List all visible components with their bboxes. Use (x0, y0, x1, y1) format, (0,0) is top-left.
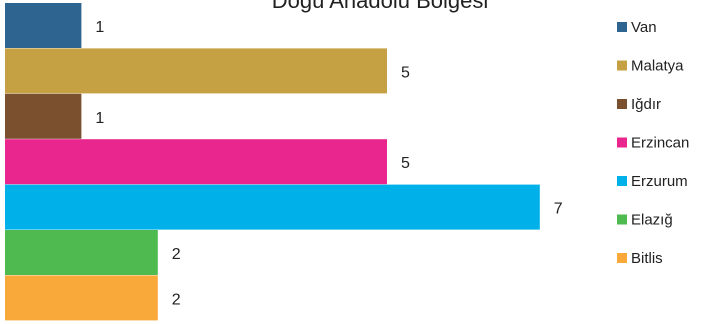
bar-Van (5, 3, 82, 48)
bar-Erzincan (5, 139, 387, 185)
legend-swatch-Erzurum (617, 176, 627, 186)
data-label-Elazığ: 2 (172, 246, 181, 263)
bar-Malatya (5, 48, 387, 94)
legend-label-Erzincan: Erzincan (631, 135, 689, 152)
legend-label-Iğdır: Iğdır (631, 96, 661, 113)
data-label-Malatya: 5 (401, 64, 410, 81)
data-label-Iğdır: 1 (95, 110, 104, 127)
data-label-Bitlis: 2 (172, 291, 181, 308)
legend-swatch-Elazığ (617, 214, 627, 225)
data-label-Van: 1 (95, 19, 104, 36)
legend-swatch-Malatya (617, 60, 627, 71)
bar-Erzurum (5, 184, 540, 230)
legend-label-Van: Van (631, 19, 657, 36)
bar-Iğdır (5, 93, 82, 139)
legend-swatch-Bitlis (617, 253, 627, 263)
legend-label-Erzurum: Erzurum (631, 173, 688, 190)
legend-label-Bitlis: Bitlis (631, 250, 663, 267)
legend-swatch-Iğdır (617, 99, 627, 109)
chart-title: Doğu Anadolu Bölgesi (271, 0, 489, 13)
legend-swatch-Erzincan (617, 137, 627, 148)
data-label-Erzincan: 5 (401, 155, 410, 172)
bar-Elazığ (5, 230, 158, 275)
legend-swatch-Van (617, 22, 627, 32)
bar-Bitlis (5, 275, 158, 321)
data-label-Erzurum: 7 (554, 201, 563, 218)
legend-label-Malatya: Malatya (631, 58, 684, 75)
legend-label-Elazığ: Elazığ (631, 212, 673, 229)
